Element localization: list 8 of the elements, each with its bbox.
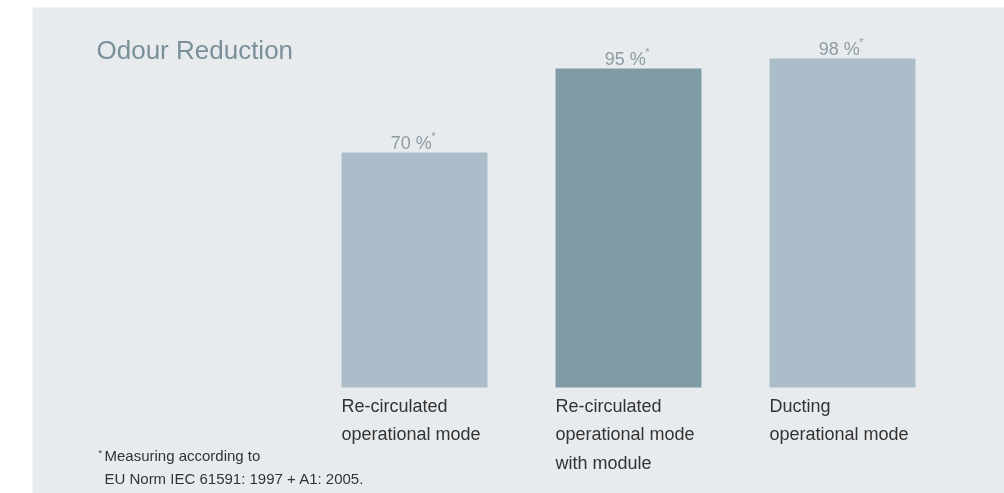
x-tick-label: Ducting operational mode [769,395,909,445]
chart-title: Odour Reduction [96,34,294,65]
x-tick-label: Re-circulated operational mode with module [554,395,695,474]
data-label: 98 %* [818,36,865,59]
data-label: 95 %* [604,46,651,69]
text: *Measuring according to EU Norm IEC 61591: 1997 + A1: 2005. [98,446,364,488]
data-label: 70 %* [390,130,437,153]
x-tick-label: Re-circulated operational mode [341,395,481,445]
